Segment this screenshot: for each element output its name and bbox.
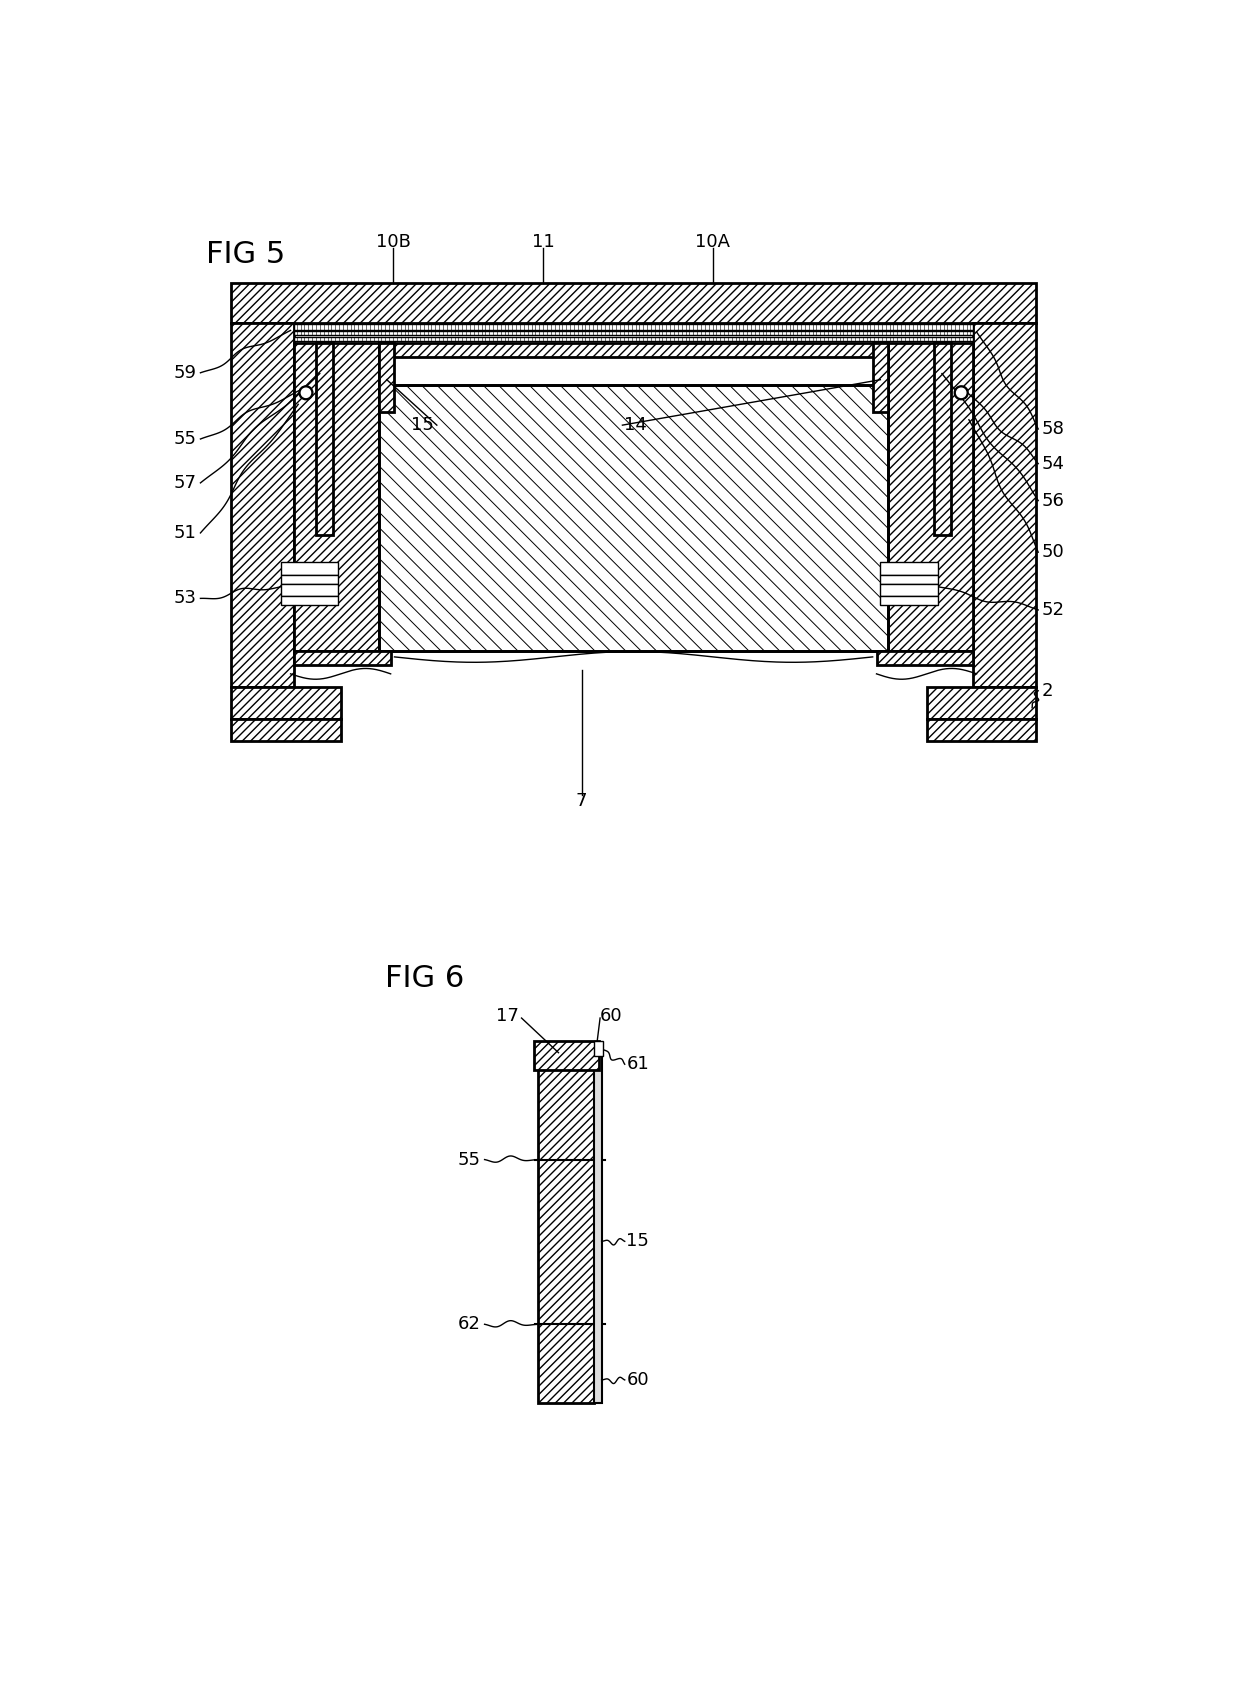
Bar [379, 343, 394, 412]
Text: 17: 17 [496, 1008, 520, 1024]
Text: 53: 53 [174, 589, 197, 607]
Bar [972, 323, 1035, 686]
Text: 50: 50 [1042, 543, 1065, 562]
Circle shape [301, 389, 310, 397]
Bar [280, 595, 339, 606]
Circle shape [955, 385, 968, 400]
Circle shape [299, 385, 312, 400]
Bar [534, 1041, 599, 1070]
Text: 56: 56 [1042, 491, 1065, 510]
Bar [280, 562, 339, 575]
Bar [294, 651, 391, 664]
Text: 61: 61 [626, 1055, 649, 1073]
Bar [280, 584, 339, 595]
Text: 57: 57 [174, 474, 197, 491]
Bar [880, 595, 939, 606]
Bar [880, 575, 939, 584]
Bar [231, 720, 341, 740]
Text: FIG 5: FIG 5 [206, 241, 285, 269]
Bar [231, 720, 341, 740]
Bar [316, 343, 332, 535]
Bar [926, 686, 1035, 720]
Bar [294, 343, 379, 651]
Text: 60: 60 [600, 1008, 622, 1024]
Bar [972, 323, 1035, 686]
Bar [534, 1041, 599, 1070]
Bar [379, 385, 888, 651]
Text: 2: 2 [1042, 681, 1054, 700]
Bar [888, 343, 972, 651]
Bar [294, 331, 972, 335]
Bar [594, 1045, 601, 1403]
Bar [294, 343, 379, 651]
Bar [880, 562, 939, 575]
Bar [316, 343, 332, 535]
Bar [877, 651, 972, 664]
Bar [294, 325, 972, 330]
Bar [231, 686, 341, 720]
Text: 54: 54 [1042, 454, 1065, 473]
Text: 15: 15 [410, 415, 434, 434]
Text: 10B: 10B [376, 232, 410, 251]
Bar [294, 336, 972, 341]
Bar [231, 686, 341, 720]
Bar [873, 343, 888, 412]
Bar [294, 651, 391, 664]
Bar [877, 651, 972, 664]
Bar [926, 720, 1035, 740]
Bar [231, 323, 294, 686]
Text: FIG 6: FIG 6 [386, 964, 465, 992]
Bar [594, 1041, 603, 1056]
Bar [880, 584, 939, 595]
Bar [379, 385, 888, 651]
Bar [926, 720, 1035, 740]
Bar [934, 343, 951, 535]
Bar [926, 686, 1035, 720]
Text: 60: 60 [626, 1371, 649, 1389]
Bar [873, 343, 888, 412]
Bar [280, 575, 339, 584]
Bar [538, 1045, 594, 1403]
Bar [888, 343, 972, 651]
Bar [379, 385, 888, 651]
Text: 7: 7 [575, 792, 588, 811]
Text: 51: 51 [174, 523, 197, 542]
Text: 14: 14 [624, 415, 647, 434]
Bar [231, 283, 1035, 323]
Bar [231, 283, 1035, 323]
Bar [231, 323, 294, 686]
Bar [379, 343, 888, 357]
Text: 52: 52 [1042, 600, 1065, 619]
Text: 59: 59 [174, 363, 197, 382]
Text: 62: 62 [458, 1315, 481, 1334]
Text: 55: 55 [458, 1150, 481, 1169]
Text: 10A: 10A [694, 232, 730, 251]
Bar [934, 343, 951, 535]
Text: 58: 58 [1042, 420, 1065, 437]
Text: 15: 15 [626, 1233, 649, 1250]
Circle shape [956, 389, 966, 397]
Bar [379, 343, 888, 357]
Bar [538, 1045, 594, 1403]
Text: 55: 55 [174, 431, 197, 447]
Bar [379, 343, 394, 412]
Text: 11: 11 [532, 232, 554, 251]
